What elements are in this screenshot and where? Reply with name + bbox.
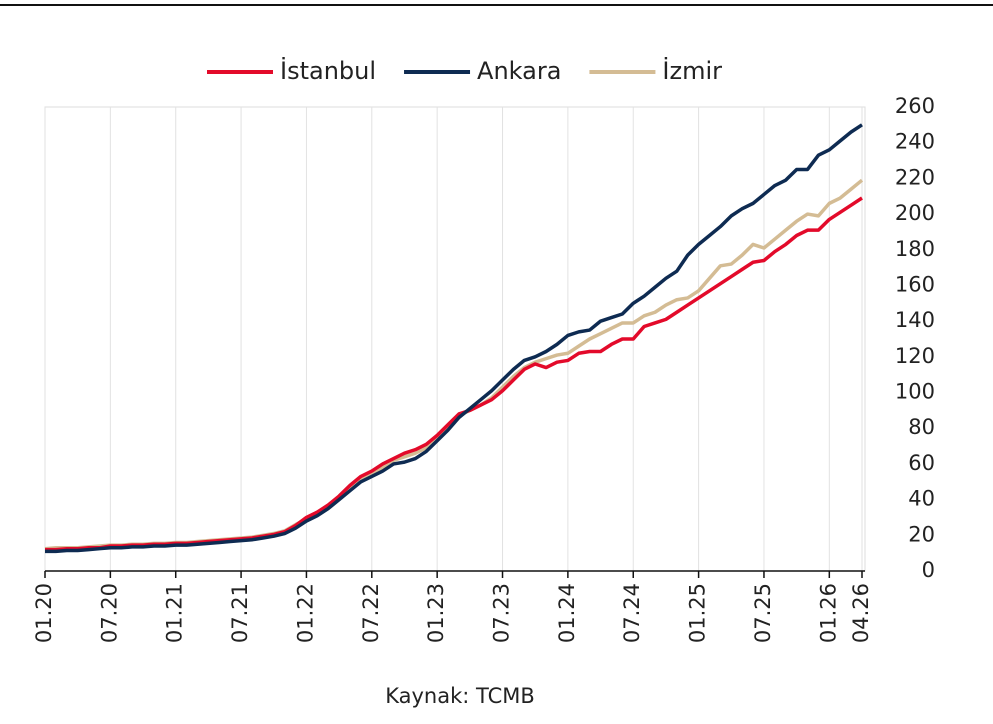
- x-tick-label: 01.21: [163, 583, 187, 643]
- legend-label: İzmir: [662, 56, 722, 85]
- x-tick-label: 01.22: [293, 583, 317, 643]
- y-tick-label: 120: [895, 344, 935, 368]
- y-tick-label: 0: [922, 558, 935, 582]
- y-tick-label: 100: [895, 380, 935, 404]
- y-tick-label: 220: [895, 165, 935, 189]
- x-tick-label: 01.25: [686, 583, 710, 643]
- line-series: [45, 123, 863, 554]
- x-tick-label: 07.24: [620, 583, 644, 643]
- y-tick-label: 200: [895, 201, 935, 225]
- x-tick-label: 01.20: [32, 583, 56, 643]
- x-tick-label: 01.24: [555, 583, 579, 643]
- x-tick-label: 07.20: [97, 583, 121, 643]
- x-tick-label: 04.26: [849, 583, 873, 643]
- y-tick-label: 140: [895, 308, 935, 332]
- line-series: [44, 178, 864, 551]
- line-series: [45, 196, 863, 552]
- legend-label: İstanbul: [280, 56, 376, 85]
- y-tick-label: 20: [908, 522, 935, 546]
- y-tick-label: 240: [895, 130, 935, 154]
- x-tick-label: 07.25: [751, 583, 775, 643]
- x-tick-label: 01.23: [424, 583, 448, 643]
- y-tick-label: 60: [908, 451, 935, 475]
- legend-label: Ankara: [477, 57, 561, 85]
- y-tick-label: 180: [895, 237, 935, 261]
- x-tick-label: 01.26: [816, 583, 840, 643]
- y-tick-label: 80: [908, 415, 935, 439]
- y-tick-label: 160: [895, 272, 935, 296]
- y-tick-label: 260: [895, 94, 935, 118]
- y-tick-label: 40: [908, 487, 935, 511]
- plot-frame: [44, 106, 866, 572]
- source: Kaynak: TCMB: [385, 684, 535, 708]
- x-tick-label: 07.23: [490, 583, 514, 643]
- x-tick-label: 07.22: [359, 583, 383, 643]
- x-tick-label: 07.21: [228, 583, 252, 643]
